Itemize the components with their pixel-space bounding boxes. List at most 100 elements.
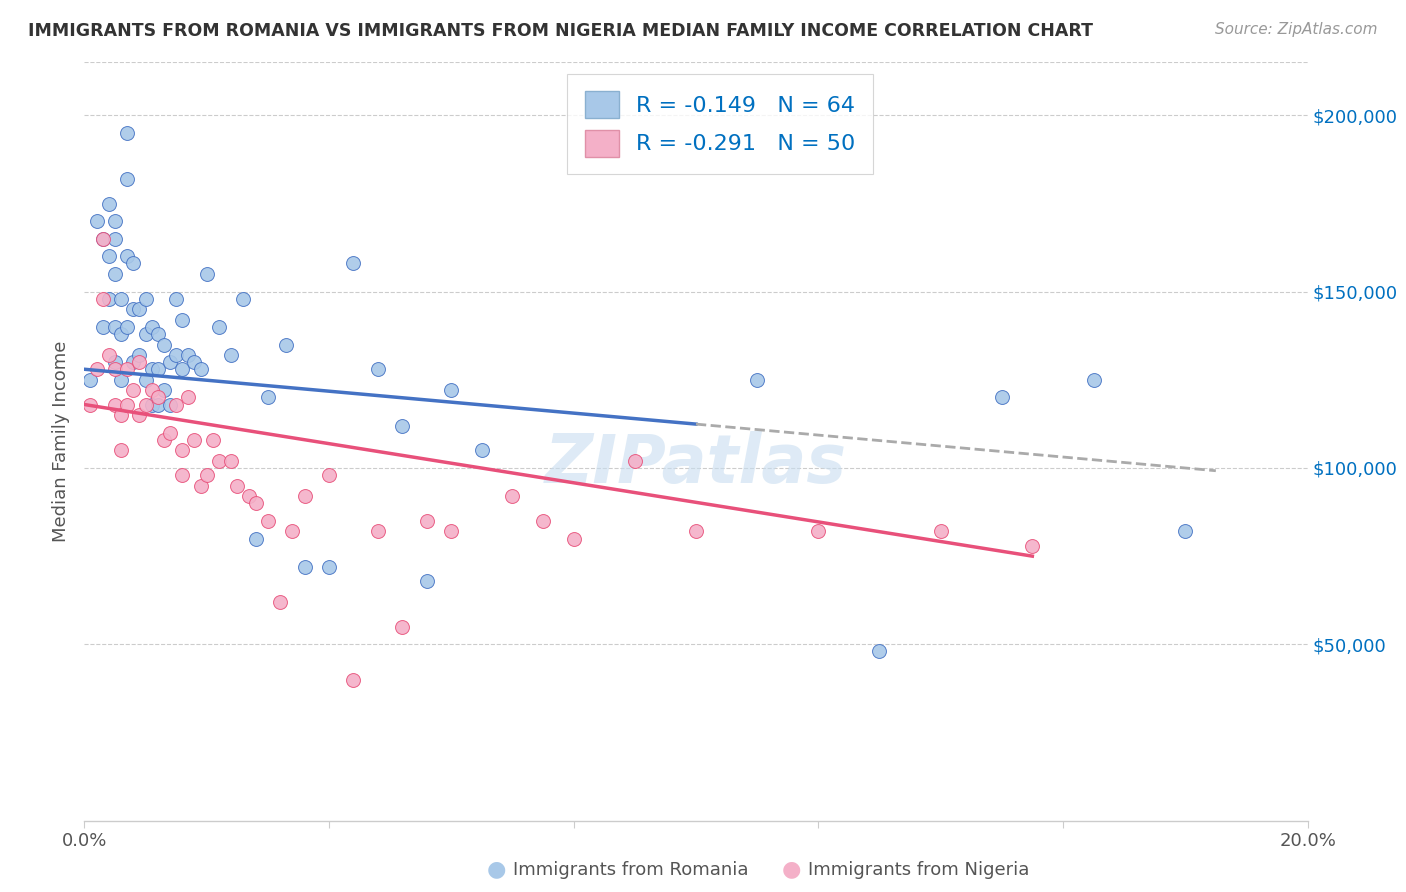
Point bbox=[281, 524, 304, 539]
Point bbox=[104, 232, 127, 246]
Point bbox=[141, 320, 163, 334]
Point bbox=[165, 397, 187, 411]
Point bbox=[177, 391, 200, 405]
Point bbox=[153, 384, 176, 398]
Point bbox=[135, 397, 157, 411]
Point bbox=[367, 362, 389, 376]
Text: ●: ● bbox=[486, 860, 506, 880]
Point bbox=[294, 489, 316, 503]
Point bbox=[110, 292, 132, 306]
Point bbox=[318, 468, 340, 483]
Text: Source: ZipAtlas.com: Source: ZipAtlas.com bbox=[1215, 22, 1378, 37]
Point bbox=[685, 524, 707, 539]
Point bbox=[391, 620, 413, 634]
Point bbox=[128, 348, 150, 362]
Point bbox=[110, 373, 132, 387]
Point bbox=[128, 408, 150, 422]
Point bbox=[416, 514, 439, 528]
Point bbox=[172, 313, 194, 327]
Point bbox=[97, 196, 120, 211]
Point bbox=[159, 397, 181, 411]
Point bbox=[97, 292, 120, 306]
Point bbox=[135, 326, 157, 341]
Point bbox=[104, 320, 127, 334]
Point bbox=[929, 524, 952, 539]
Point bbox=[747, 373, 769, 387]
Point bbox=[79, 373, 101, 387]
Point bbox=[245, 496, 267, 510]
Point bbox=[219, 454, 242, 468]
Point bbox=[342, 673, 364, 687]
Point bbox=[1174, 524, 1197, 539]
Point bbox=[141, 384, 163, 398]
Point bbox=[115, 397, 138, 411]
Point bbox=[146, 391, 169, 405]
Point bbox=[1021, 539, 1043, 553]
Point bbox=[440, 384, 463, 398]
Legend: R = -0.149   N = 64, R = -0.291   N = 50: R = -0.149 N = 64, R = -0.291 N = 50 bbox=[568, 73, 873, 175]
Point bbox=[141, 362, 163, 376]
Point bbox=[624, 454, 647, 468]
Point bbox=[104, 362, 127, 376]
Point bbox=[110, 326, 132, 341]
Point bbox=[342, 256, 364, 270]
Point bbox=[172, 362, 194, 376]
Point bbox=[122, 302, 145, 317]
Point bbox=[91, 232, 114, 246]
Point bbox=[269, 595, 291, 609]
Point bbox=[122, 384, 145, 398]
Point bbox=[190, 478, 212, 492]
Point bbox=[86, 214, 108, 228]
Point bbox=[110, 443, 132, 458]
Point bbox=[190, 362, 212, 376]
Point bbox=[153, 433, 176, 447]
Point bbox=[104, 214, 127, 228]
Point bbox=[318, 559, 340, 574]
Point bbox=[128, 355, 150, 369]
Point bbox=[165, 292, 187, 306]
Point bbox=[86, 362, 108, 376]
Point bbox=[294, 559, 316, 574]
Point bbox=[97, 348, 120, 362]
Point bbox=[135, 373, 157, 387]
Point bbox=[115, 320, 138, 334]
Text: Immigrants from Nigeria: Immigrants from Nigeria bbox=[808, 861, 1029, 879]
Text: ●: ● bbox=[782, 860, 801, 880]
Point bbox=[471, 443, 494, 458]
Point bbox=[531, 514, 554, 528]
Point bbox=[91, 292, 114, 306]
Point bbox=[146, 397, 169, 411]
Point bbox=[146, 362, 169, 376]
Point bbox=[122, 256, 145, 270]
Point bbox=[238, 489, 260, 503]
Point bbox=[110, 408, 132, 422]
Point bbox=[91, 232, 114, 246]
Point bbox=[146, 326, 169, 341]
Point bbox=[208, 320, 231, 334]
Point bbox=[172, 468, 194, 483]
Point bbox=[183, 355, 205, 369]
Point bbox=[91, 320, 114, 334]
Point bbox=[141, 397, 163, 411]
Point bbox=[177, 348, 200, 362]
Point bbox=[226, 478, 249, 492]
Point bbox=[172, 443, 194, 458]
Point bbox=[257, 391, 280, 405]
Point bbox=[367, 524, 389, 539]
Point bbox=[195, 468, 218, 483]
Point bbox=[201, 433, 224, 447]
Point bbox=[165, 348, 187, 362]
Point bbox=[869, 644, 891, 658]
Point bbox=[97, 249, 120, 263]
Point bbox=[159, 355, 181, 369]
Point bbox=[183, 433, 205, 447]
Point bbox=[562, 532, 585, 546]
Point bbox=[115, 126, 138, 140]
Point bbox=[807, 524, 830, 539]
Point bbox=[502, 489, 524, 503]
Point bbox=[115, 249, 138, 263]
Point bbox=[79, 397, 101, 411]
Point bbox=[104, 355, 127, 369]
Point bbox=[104, 397, 127, 411]
Point bbox=[159, 425, 181, 440]
